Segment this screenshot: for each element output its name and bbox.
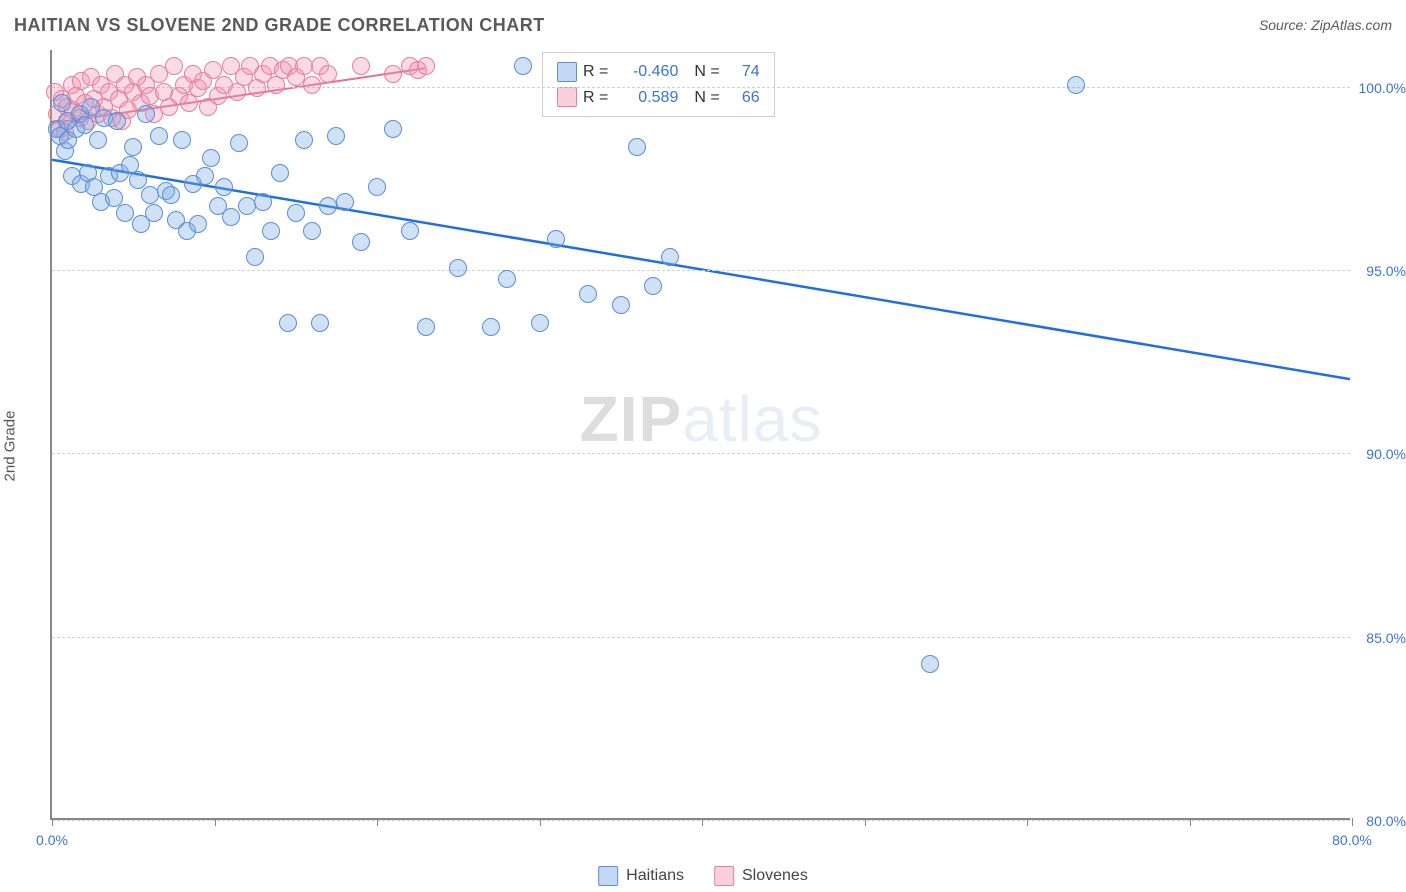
data-point — [287, 204, 305, 222]
data-point — [417, 57, 435, 75]
legend-slovenes: Slovenes — [714, 866, 808, 886]
ytick-label: 90.0% — [1356, 446, 1406, 462]
xtick — [52, 818, 53, 826]
data-point — [368, 178, 386, 196]
data-point — [482, 318, 500, 336]
data-point — [311, 314, 329, 332]
scatter-plot: ZIPatlas R = -0.460 N = 74 R = 0.589 N =… — [50, 50, 1350, 820]
y-axis-label: 2nd Grade — [2, 411, 19, 482]
gridline: 95.0% — [52, 270, 1350, 271]
data-point — [303, 76, 321, 94]
data-point — [262, 222, 280, 240]
data-point — [246, 248, 264, 266]
legend-haitians: Haitians — [598, 866, 684, 886]
data-point — [514, 57, 532, 75]
data-point — [336, 193, 354, 211]
data-point — [352, 57, 370, 75]
gridline: 100.0% — [52, 87, 1350, 88]
data-point — [137, 105, 155, 123]
xtick — [865, 818, 866, 826]
data-point — [145, 204, 163, 222]
gridline: 90.0% — [52, 453, 1350, 454]
xtick-label: 80.0% — [1332, 832, 1372, 848]
gridline: 85.0% — [52, 637, 1350, 638]
gridline: 80.0% — [52, 820, 1350, 821]
xtick — [540, 818, 541, 826]
data-point — [644, 277, 662, 295]
data-point — [279, 314, 297, 332]
xtick — [377, 818, 378, 826]
data-point — [108, 112, 126, 130]
data-point — [238, 197, 256, 215]
data-point — [401, 222, 419, 240]
correlation-legend: R = -0.460 N = 74 R = 0.589 N = 66 — [542, 52, 775, 117]
ytick-label: 85.0% — [1356, 630, 1406, 646]
data-point — [547, 230, 565, 248]
data-point — [222, 208, 240, 226]
chart-title: HAITIAN VS SLOVENE 2ND GRADE CORRELATION… — [14, 15, 545, 36]
xtick — [1027, 818, 1028, 826]
chart-source: Source: ZipAtlas.com — [1259, 17, 1392, 33]
ytick-label: 95.0% — [1356, 263, 1406, 279]
data-point — [327, 127, 345, 145]
ytick-label: 80.0% — [1356, 813, 1406, 829]
series-legend: Haitians Slovenes — [598, 866, 808, 886]
data-point — [384, 120, 402, 138]
xtick — [1352, 818, 1353, 826]
data-point — [189, 215, 207, 233]
data-point — [531, 314, 549, 332]
watermark: ZIPatlas — [580, 382, 823, 456]
data-point — [254, 193, 272, 211]
xtick — [215, 818, 216, 826]
data-point — [215, 178, 233, 196]
data-point — [661, 248, 679, 266]
data-point — [498, 270, 516, 288]
data-point — [230, 134, 248, 152]
data-point — [124, 138, 142, 156]
data-point — [173, 131, 191, 149]
data-point — [417, 318, 435, 336]
data-point — [612, 296, 630, 314]
data-point — [352, 233, 370, 251]
xtick — [702, 818, 703, 826]
data-point — [76, 116, 94, 134]
data-point — [303, 222, 321, 240]
data-point — [202, 149, 220, 167]
data-point — [1067, 76, 1085, 94]
xtick-label: 0.0% — [36, 832, 68, 848]
data-point — [384, 65, 402, 83]
swatch-blue — [557, 62, 577, 82]
data-point — [628, 138, 646, 156]
data-point — [579, 285, 597, 303]
legend-row-slovenes: R = 0.589 N = 66 — [557, 85, 760, 111]
data-point — [162, 186, 180, 204]
swatch-pink — [557, 87, 577, 107]
trend-lines — [52, 50, 1350, 818]
data-point — [141, 186, 159, 204]
data-point — [271, 164, 289, 182]
legend-row-haitians: R = -0.460 N = 74 — [557, 59, 760, 85]
data-point — [89, 131, 107, 149]
data-point — [319, 197, 337, 215]
ytick-label: 100.0% — [1356, 80, 1406, 96]
data-point — [921, 655, 939, 673]
data-point — [53, 94, 71, 112]
data-point — [196, 167, 214, 185]
data-point — [319, 65, 337, 83]
data-point — [116, 204, 134, 222]
data-point — [150, 127, 168, 145]
data-point — [449, 259, 467, 277]
data-point — [165, 57, 183, 75]
xtick — [1190, 818, 1191, 826]
data-point — [295, 131, 313, 149]
